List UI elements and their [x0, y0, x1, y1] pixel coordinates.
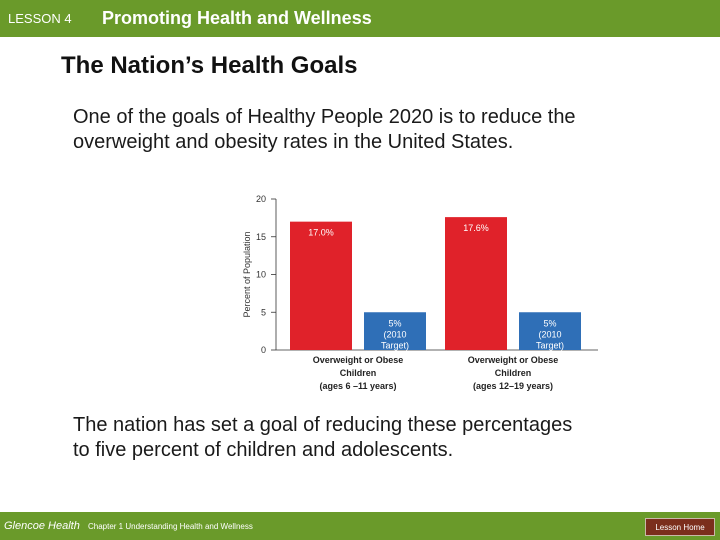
lesson-title: Promoting Health and Wellness [102, 8, 372, 28]
y-tick-label: 5 [261, 307, 266, 317]
bar-value-label: 5% [543, 318, 556, 328]
goal-paragraph: The nation has set a goal of reducing th… [73, 414, 573, 461]
book-title: Glencoe Health [4, 520, 80, 532]
category-label: Children [495, 368, 532, 378]
bar [445, 217, 507, 350]
bar-value-label: (2010 [538, 329, 561, 339]
header-bar: LESSON 4 Promoting Health and Wellness [0, 0, 720, 37]
footer-bar: Glencoe Health Chapter 1 Understanding H… [0, 512, 720, 540]
bar-value-label: 17.6% [463, 223, 489, 233]
bar [290, 221, 352, 350]
obesity-chart: Percent of Population 0 5 10 15 20 17.0% 5% (201… [212, 168, 604, 404]
category-label: (ages 12–19 years) [473, 381, 553, 391]
category-label: Overweight or Obese [313, 355, 404, 365]
category-label: (ages 6 –11 years) [319, 381, 396, 391]
bar-value-label: Target) [381, 340, 409, 350]
y-tick-label: 15 [256, 232, 266, 242]
chapter-title: Chapter 1 Understanding Health and Welln… [88, 522, 253, 531]
bar-value-label: 17.0% [308, 228, 334, 238]
lesson-home-button[interactable]: Lesson Home [645, 518, 715, 536]
bar [519, 312, 581, 350]
category-label: Overweight or Obese [468, 355, 559, 365]
slide-title: The Nation’s Health Goals [61, 52, 358, 79]
bar-value-label: Target) [536, 340, 564, 350]
y-tick-label: 0 [261, 345, 266, 355]
chart-canvas: Percent of Population0510152017.0%5%(201… [242, 194, 598, 391]
y-tick-label: 20 [256, 194, 266, 204]
y-axis-label: Percent of Population [242, 231, 252, 317]
lesson-number: LESSON 4 [8, 11, 72, 26]
category-label: Children [340, 368, 377, 378]
bar [364, 312, 426, 350]
bar-value-label: 5% [388, 318, 401, 328]
y-tick-label: 10 [256, 270, 266, 280]
bar-value-label: (2010 [383, 329, 406, 339]
intro-paragraph: One of the goals of Healthy People 2020 … [73, 106, 576, 153]
